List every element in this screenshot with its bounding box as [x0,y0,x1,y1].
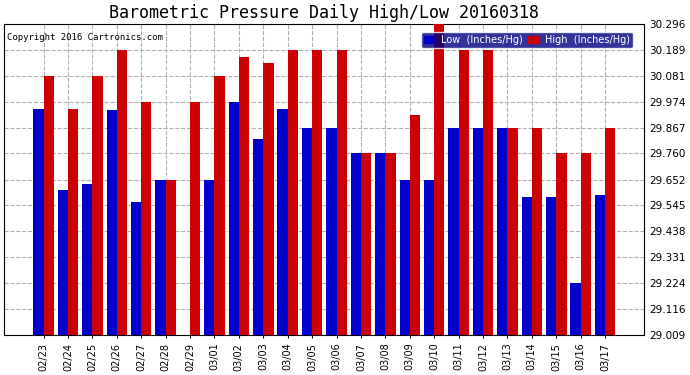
Bar [410,115,420,335]
Bar [581,153,591,335]
Bar [556,153,566,335]
Bar [424,180,434,335]
Bar [400,180,410,335]
Bar [351,153,361,335]
Bar [522,197,532,335]
Bar [507,128,518,335]
Bar [605,128,615,335]
Bar [459,50,469,335]
Legend: Low  (Inches/Hg), High  (Inches/Hg): Low (Inches/Hg), High (Inches/Hg) [421,32,633,48]
Bar [337,50,347,335]
Bar [361,153,371,335]
Bar [497,128,507,335]
Bar [58,190,68,335]
Bar [33,109,43,335]
Bar [483,50,493,335]
Bar [106,110,117,335]
Bar [190,102,200,335]
Bar [253,139,264,335]
Bar [131,202,141,335]
Bar [68,109,78,335]
Title: Barometric Pressure Daily High/Low 20160318: Barometric Pressure Daily High/Low 20160… [109,4,540,22]
Bar [473,128,483,335]
Bar [215,76,225,335]
Bar [228,102,239,335]
Bar [532,128,542,335]
Bar [204,180,215,335]
Bar [82,184,92,335]
Bar [277,109,288,335]
Bar [264,63,273,335]
Bar [326,128,337,335]
Bar [43,76,54,335]
Bar [117,50,127,335]
Bar [288,50,298,335]
Bar [312,50,322,335]
Bar [302,128,312,335]
Bar [92,76,103,335]
Bar [155,180,166,335]
Bar [571,283,581,335]
Bar [166,180,176,335]
Text: Copyright 2016 Cartronics.com: Copyright 2016 Cartronics.com [8,33,164,42]
Bar [141,102,151,335]
Bar [595,195,605,335]
Bar [546,197,556,335]
Bar [434,24,444,335]
Bar [385,153,395,335]
Bar [239,57,249,335]
Bar [448,128,459,335]
Bar [375,153,385,335]
